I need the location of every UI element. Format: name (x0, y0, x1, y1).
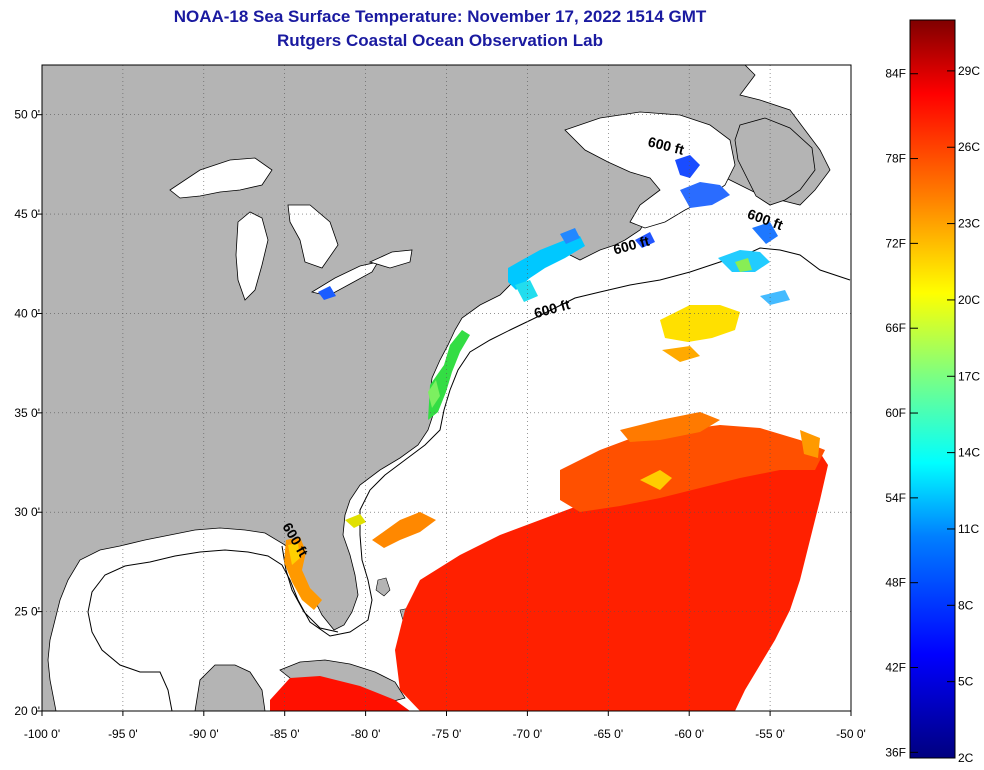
temperature-colorbar: 84F 78F 72F 66F 60F 54F 48F 42F 36F 29C 26C 23C 20C 1… (885, 19, 980, 765)
lon-tick-label: -80 0' (351, 727, 381, 741)
colorbar-celsius-label: 20C (958, 293, 980, 307)
colorbar-celsius-label: 23C (958, 217, 980, 231)
lon-tick-label: -65 0' (593, 727, 623, 741)
lake-huron (287, 204, 339, 269)
lake-ontario (368, 249, 413, 269)
lat-tick-label: 35 0' (14, 406, 40, 420)
lon-tick-label: -50 0' (836, 727, 866, 741)
lat-tick-label: 20 0' (14, 704, 40, 718)
lon-tick-label: -90 0' (189, 727, 219, 741)
colorbar-celsius-label: 26C (958, 140, 980, 154)
lake-superior (169, 157, 273, 199)
sst-data-patches (270, 155, 828, 711)
land-yucatan (194, 664, 266, 711)
colorbar-celsius-label: 17C (958, 369, 980, 383)
lake-michigan (235, 211, 269, 301)
lon-tick-label: -100 0' (24, 727, 60, 741)
colorbar-celsius-label: 2C (958, 751, 974, 765)
lat-tick-label: 50 0' (14, 108, 40, 122)
map-axes: -100 0' -95 0' -90 0' -85 0' -80 0' -75 0' -70… (14, 108, 865, 741)
colorbar-fahrenheit-label: 78F (885, 152, 906, 166)
map-title: NOAA-18 Sea Surface Temperature: Novembe… (173, 7, 707, 26)
land-newfoundland (734, 117, 816, 206)
colorbar-celsius-label: 29C (958, 64, 980, 78)
lon-tick-label: -70 0' (513, 727, 543, 741)
lat-tick-label: 40 0' (14, 306, 40, 320)
isobath-600ft-atlantic (87, 247, 851, 711)
colorbar-celsius-label: 11C (958, 522, 979, 536)
lon-tick-label: -75 0' (432, 727, 462, 741)
colorbar-celsius-label: 14C (958, 446, 980, 460)
lat-tick-label: 30 0' (14, 505, 40, 519)
lon-tick-label: -60 0' (674, 727, 704, 741)
lon-tick-label: -85 0' (270, 727, 300, 741)
colorbar-fahrenheit-label: 42F (885, 661, 906, 675)
map-subtitle: Rutgers Coastal Ocean Observation Lab (277, 31, 603, 50)
colorbar-celsius-label: 5C (958, 675, 974, 689)
isobath-600ft-gulf-east (281, 545, 339, 633)
lon-tick-label: -95 0' (108, 727, 138, 741)
lat-tick-label: 25 0' (14, 605, 40, 619)
colorbar-fahrenheit-label: 60F (885, 406, 906, 420)
map-graticule (42, 65, 851, 711)
lon-tick-label: -55 0' (755, 727, 785, 741)
colorbar-fahrenheit-label: 54F (885, 491, 906, 505)
colorbar-fahrenheit-label: 66F (885, 321, 906, 335)
lat-tick-label: 45 0' (14, 207, 40, 221)
colorbar-celsius-label: 8C (958, 598, 974, 612)
colorbar-fahrenheit-label: 72F (885, 236, 906, 250)
colorbar-fahrenheit-label: 48F (885, 576, 906, 590)
colorbar-fahrenheit-label: 36F (885, 745, 906, 759)
colorbar-fahrenheit-label: 84F (885, 67, 906, 81)
